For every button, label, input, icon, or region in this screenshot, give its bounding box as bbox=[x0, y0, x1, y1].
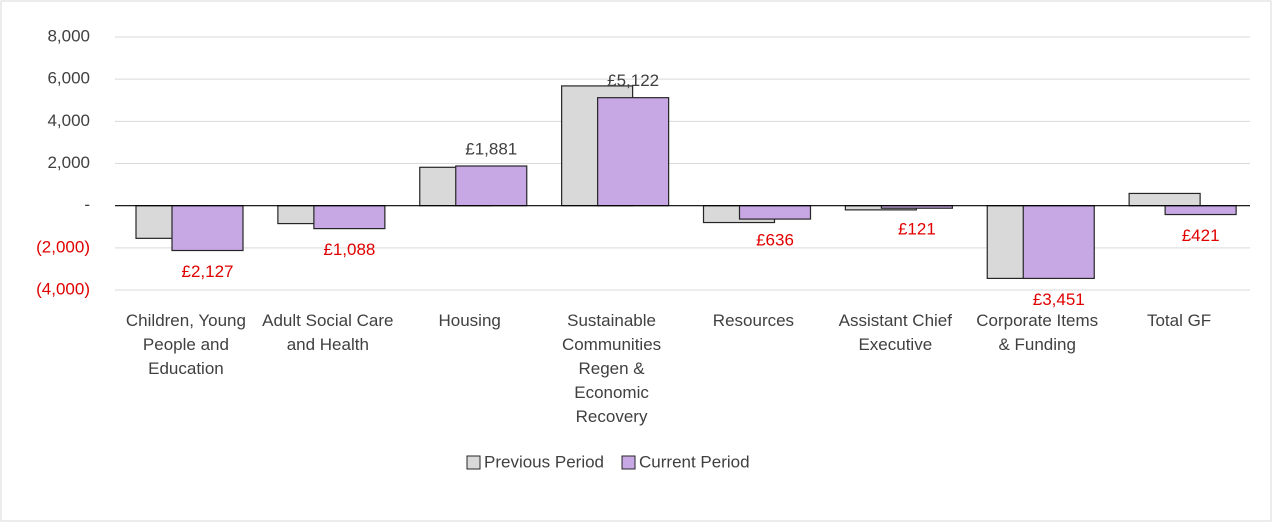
x-tick-label: Assistant Chief Executive bbox=[838, 311, 952, 354]
y-tick-label: - bbox=[84, 195, 90, 214]
x-tick-label: Total GF bbox=[1146, 311, 1212, 330]
data-label: £1,881 bbox=[465, 139, 517, 158]
data-label: £421 bbox=[1182, 226, 1220, 245]
y-tick-label: 6,000 bbox=[47, 69, 90, 88]
data-label: £1,088 bbox=[323, 240, 375, 259]
data-label: £3,451 bbox=[1033, 290, 1085, 309]
y-tick-label: 8,000 bbox=[47, 26, 90, 45]
legend-swatch bbox=[621, 455, 636, 470]
data-label: £636 bbox=[756, 231, 794, 250]
bar bbox=[1022, 205, 1095, 280]
legend-label: Current Period bbox=[639, 452, 750, 471]
bar bbox=[1164, 205, 1237, 216]
x-tick-label: Corporate Items & Funding bbox=[976, 311, 1099, 354]
bar bbox=[455, 165, 528, 207]
bar bbox=[597, 97, 670, 207]
data-label: £2,127 bbox=[182, 262, 234, 281]
x-tick-label: Children, Young People and Education bbox=[125, 311, 246, 378]
y-tick-label: (2,000) bbox=[36, 237, 90, 256]
x-tick-label: Adult Social Care and Health bbox=[262, 311, 394, 354]
legend-label: Previous Period bbox=[484, 452, 604, 471]
bar bbox=[171, 205, 244, 252]
x-tick-label: Housing bbox=[438, 311, 501, 330]
bar bbox=[1128, 192, 1201, 207]
y-tick-label: (4,000) bbox=[36, 279, 90, 298]
x-tick-label: Resources bbox=[712, 311, 795, 330]
x-tick-label: Sustainable Communities Regen & Economic… bbox=[561, 311, 662, 426]
bar bbox=[313, 205, 386, 230]
y-tick-label: 4,000 bbox=[47, 111, 90, 130]
legend-swatch bbox=[466, 455, 481, 470]
y-tick-label: 2,000 bbox=[47, 153, 90, 172]
data-label: £5,122 bbox=[607, 71, 659, 90]
bar bbox=[738, 205, 812, 220]
data-label: £121 bbox=[898, 220, 936, 239]
